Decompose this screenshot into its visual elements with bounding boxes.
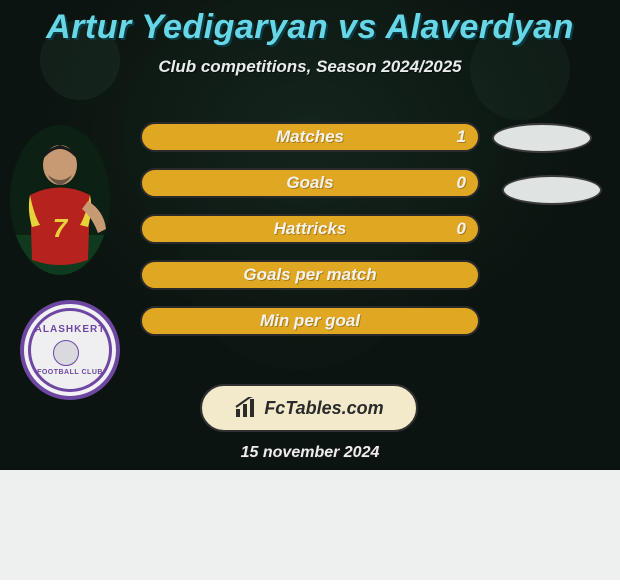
bar-row-min-per-goal: Min per goal [140, 306, 480, 336]
badge-bottom-text: FOOTBALL CLUB [37, 369, 103, 376]
bar-row-goals-per-match: Goals per match [140, 260, 480, 290]
site-name: FcTables.com [264, 398, 383, 419]
bar-row-hattricks: Hattricks 0 [140, 214, 480, 244]
stats-bars: Matches 1 Goals 0 Hattricks 0 Goals per … [140, 122, 480, 352]
page-subtitle: Club competitions, Season 2024/2025 [0, 57, 620, 77]
p2-pill-goals [502, 175, 602, 205]
page-title: Artur Yedigaryan vs Alaverdyan [0, 8, 620, 47]
date-text: 15 november 2024 [0, 444, 620, 462]
bar-label: Goals [142, 173, 478, 193]
p2-pill-matches [492, 123, 592, 153]
club-badge: ALASHKERT FOOTBALL CLUB [20, 300, 120, 386]
site-logo-pill: FcTables.com [200, 384, 418, 432]
badge-top-text: ALASHKERT [35, 324, 106, 335]
chart-icon [234, 397, 258, 419]
svg-text:7: 7 [53, 213, 69, 243]
bar-row-matches: Matches 1 [140, 122, 480, 152]
bar-value-p1: 0 [457, 173, 466, 193]
bar-label: Matches [142, 127, 478, 147]
player1-avatar: 7 [10, 125, 110, 275]
bar-label: Hattricks [142, 219, 478, 239]
bar-row-goals: Goals 0 [140, 168, 480, 198]
bar-value-p1: 0 [457, 219, 466, 239]
bar-value-p1: 1 [457, 127, 466, 147]
bar-label: Min per goal [142, 311, 478, 331]
bar-label: Goals per match [142, 265, 478, 285]
